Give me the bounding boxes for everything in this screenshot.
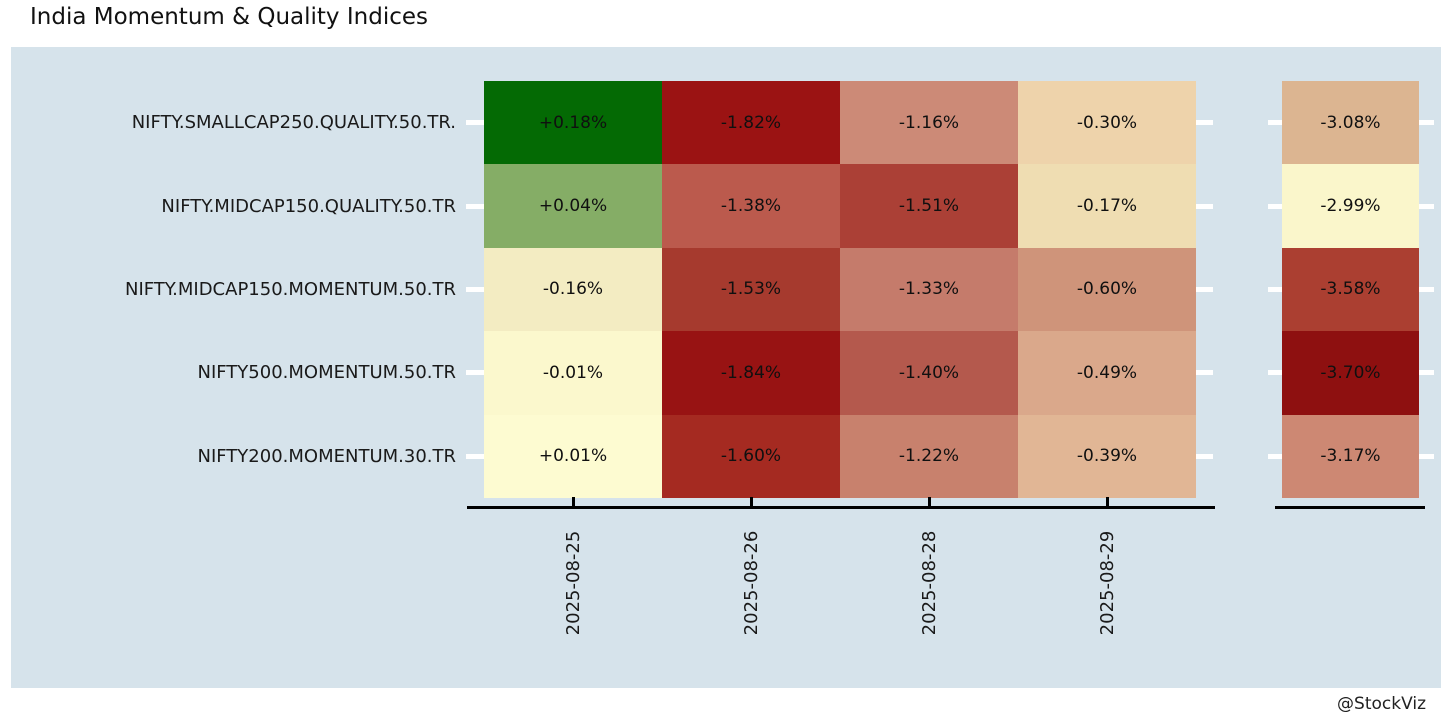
row-label: NIFTY.MIDCAP150.MOMENTUM.50.TR (124, 279, 456, 301)
heatmap-cell: -0.16% (484, 247, 662, 332)
heatmap-cell: -1.84% (662, 331, 840, 415)
heatmap-cell: -1.60% (662, 414, 840, 498)
x-tick (927, 497, 931, 507)
x-axis-line (467, 506, 1215, 509)
total-axis-line (1275, 506, 1425, 509)
y-tick (466, 370, 484, 376)
total-cell: -3.17% (1282, 414, 1419, 498)
x-tick (1105, 497, 1109, 507)
total-cell: -2.99% (1282, 164, 1419, 248)
x-axis-label: 2025-08-28 (918, 530, 940, 636)
heatmap-cell: -0.39% (1018, 414, 1196, 498)
row-label: NIFTY500.MOMENTUM.50.TR (197, 362, 457, 384)
row-labels: NIFTY.SMALLCAP250.QUALITY.50.TR. NIFTY.MI… (30, 81, 456, 498)
chart-title: India Momentum & Quality Indices (30, 4, 428, 30)
y-tick (1268, 370, 1282, 376)
x-tick (571, 497, 575, 507)
heatmap-cell: -1.51% (840, 164, 1018, 248)
heatmap-cell: -0.30% (1018, 81, 1196, 165)
total-column: -3.08% -2.99% -3.58% -3.70% -3.17% (1282, 81, 1419, 498)
heatmap-cell: +0.18% (484, 81, 662, 165)
heatmap-cell: -0.49% (1018, 331, 1196, 415)
x-axis-label: 2025-08-25 (562, 530, 584, 636)
heatmap-grid: +0.18% -1.82% -1.16% -0.30% +0.04% -1.38% -1.5… (484, 81, 1196, 498)
y-tick (1196, 453, 1213, 459)
heatmap-cell: -0.01% (484, 331, 662, 415)
y-tick (1268, 287, 1282, 292)
row-label: NIFTY.SMALLCAP250.QUALITY.50.TR. (131, 112, 456, 134)
y-tick (1196, 287, 1213, 292)
y-tick (1419, 120, 1434, 126)
y-tick (1268, 203, 1282, 209)
heatmap-cell: -1.33% (840, 247, 1018, 332)
heatmap-cell: -0.60% (1018, 247, 1196, 332)
heatmap-cell: -1.22% (840, 414, 1018, 498)
heatmap-cell: +0.04% (484, 164, 662, 248)
y-tick (466, 120, 484, 126)
y-tick (1419, 287, 1434, 292)
y-tick (1419, 453, 1434, 459)
heatmap-cell: -1.38% (662, 164, 840, 248)
heatmap-cell: -1.53% (662, 247, 840, 332)
y-tick (466, 453, 484, 459)
total-cell: -3.70% (1282, 331, 1419, 415)
row-label: NIFTY200.MOMENTUM.30.TR (197, 445, 457, 467)
y-tick (1268, 120, 1282, 126)
total-cell: -3.08% (1282, 81, 1419, 165)
row-label: NIFTY.MIDCAP150.QUALITY.50.TR (161, 195, 456, 217)
heatmap-cell: -1.40% (840, 331, 1018, 415)
heatmap-cell: -0.17% (1018, 164, 1196, 248)
x-axis-label: 2025-08-29 (1096, 530, 1118, 636)
total-cell: -3.58% (1282, 247, 1419, 332)
heatmap-cell: -1.16% (840, 81, 1018, 165)
heatmap-cell: +0.01% (484, 414, 662, 498)
y-tick (1196, 203, 1213, 209)
y-tick (1419, 203, 1434, 209)
y-tick (1419, 370, 1434, 376)
y-tick (1196, 120, 1213, 126)
y-tick (466, 203, 484, 209)
x-tick (749, 497, 753, 507)
y-tick (466, 287, 484, 292)
watermark: @StockViz (1337, 694, 1426, 714)
y-tick (1268, 453, 1282, 459)
x-axis-label: 2025-08-26 (740, 530, 762, 636)
heatmap-cell: -1.82% (662, 81, 840, 165)
y-tick (1196, 370, 1213, 376)
